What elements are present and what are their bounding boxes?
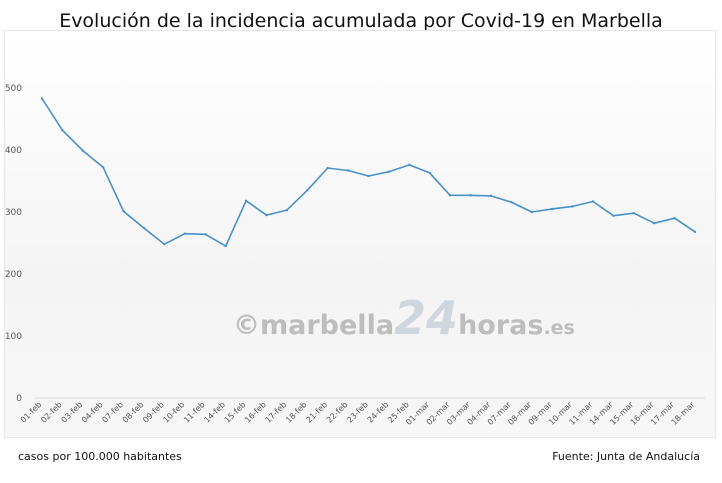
data-point xyxy=(612,214,615,217)
data-point xyxy=(489,194,493,198)
y-tick-label: 200 xyxy=(5,270,22,280)
data-point xyxy=(448,194,452,197)
data-point xyxy=(469,194,472,197)
units-caption: casos por 100.000 habitantes xyxy=(18,450,182,463)
x-tick-label: 08-feb xyxy=(121,400,146,425)
source-caption: Fuente: Junta de Andalucía xyxy=(552,450,700,463)
x-tick-label: 17-feb xyxy=(264,400,289,425)
x-tick-label: 24-feb xyxy=(366,400,391,425)
svg-text:©marbella24horas.es: ©marbella24horas.es xyxy=(233,291,575,345)
x-tick-label: 15-feb xyxy=(223,400,248,425)
data-point xyxy=(387,170,391,173)
y-tick-label: 100 xyxy=(5,332,22,342)
series-line xyxy=(41,98,696,247)
watermark-suffix: horas xyxy=(458,310,543,341)
data-point xyxy=(591,200,595,203)
data-point xyxy=(346,169,350,172)
x-tick-label: 01-feb xyxy=(19,400,44,425)
data-point xyxy=(61,128,64,132)
x-tick-label: 21-feb xyxy=(304,400,329,425)
y-tick-label: 0 xyxy=(16,394,22,404)
y-tick-label: 300 xyxy=(5,208,22,218)
data-point xyxy=(163,243,166,246)
data-point xyxy=(652,221,656,225)
x-tick-label: 18-mar xyxy=(669,400,696,427)
data-point xyxy=(673,217,676,220)
x-tick-label: 23-feb xyxy=(345,400,370,425)
data-point xyxy=(408,163,411,167)
x-tick-label: 09-feb xyxy=(141,400,166,425)
chart-title: Evolución de la incidencia acumulada por… xyxy=(59,10,663,32)
data-point xyxy=(244,199,248,203)
x-tick-label: 16-feb xyxy=(243,400,268,425)
data-point xyxy=(142,226,146,230)
x-tick-label: 11-feb xyxy=(182,400,207,425)
x-axis: 01-feb02-feb03-feb04-feb07-feb08-feb09-f… xyxy=(19,397,705,427)
watermark-prefix: ©marbella xyxy=(233,310,394,341)
data-point xyxy=(632,212,635,215)
watermark-tld: .es xyxy=(543,317,574,339)
line-chart: 0 100 200 300 400 500 01-feb02-feb03-feb04-fe… xyxy=(5,84,705,427)
x-tick-label: 04-feb xyxy=(80,400,105,425)
series-group xyxy=(40,97,697,248)
x-tick-label: 02-feb xyxy=(39,400,64,425)
data-point xyxy=(428,171,431,175)
watermark-number: 24 xyxy=(394,291,458,345)
data-point xyxy=(40,97,44,100)
watermark-logo: ©marbella24horas.es xyxy=(233,291,575,345)
data-point xyxy=(183,232,187,235)
x-tick-label: 07-feb xyxy=(100,400,125,425)
data-point xyxy=(122,210,125,213)
data-point xyxy=(693,230,697,234)
data-point xyxy=(367,174,370,178)
data-point xyxy=(285,208,289,212)
data-point xyxy=(510,200,513,204)
y-tick-label: 500 xyxy=(5,84,22,94)
x-tick-label: 10-feb xyxy=(162,400,187,425)
data-point xyxy=(571,205,574,208)
x-tick-label: 18-feb xyxy=(284,400,309,425)
data-point xyxy=(265,213,268,217)
y-axis: 0 100 200 300 400 500 xyxy=(5,84,22,404)
data-point xyxy=(306,189,309,192)
data-point xyxy=(102,166,105,169)
plot-area: 0 100 200 300 400 500 01-feb 02-feb 03-feb 04-fe… xyxy=(4,30,716,438)
data-point xyxy=(530,210,533,214)
x-tick-label: 14-feb xyxy=(202,400,227,425)
data-point xyxy=(204,233,207,236)
x-tick-label: 22-feb xyxy=(325,400,350,425)
x-tick-label: 03-feb xyxy=(60,400,85,425)
data-point xyxy=(326,166,329,170)
data-point xyxy=(224,244,227,248)
data-point xyxy=(550,207,554,211)
y-tick-label: 400 xyxy=(5,146,22,156)
data-point xyxy=(81,149,85,152)
